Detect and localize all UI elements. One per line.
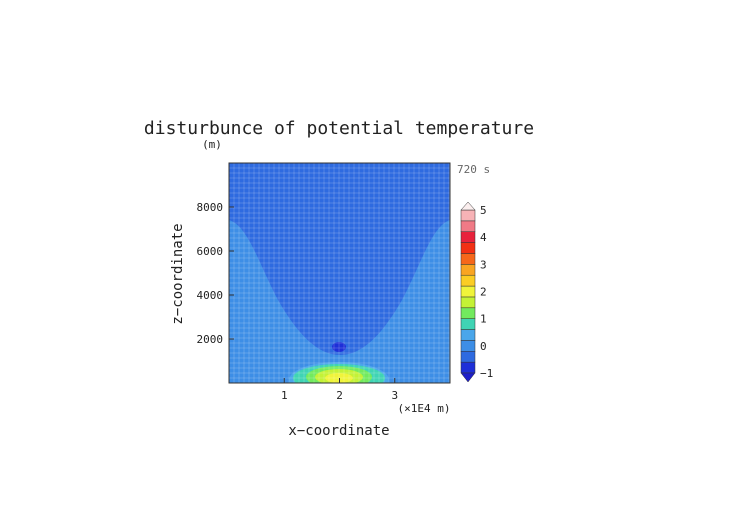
colorbar-over-triangle [460,201,476,211]
colorbar-swatch [460,209,476,222]
colorbar-swatch [460,274,476,287]
x-tick-label: 1 [281,389,288,402]
colorbar-tick-label: 2 [480,286,487,299]
grid-lines [229,163,450,383]
colorbar: −1 0 1 2 3 4 5 [460,201,493,383]
colorbar-swatch [460,351,476,363]
colorbar-swatch [460,296,476,309]
y-tick-label: 8000 [197,201,224,214]
contour-level-upper-lobe [324,203,354,273]
colorbar-tick-label: 5 [480,204,487,217]
y-unit-label: (m) [202,138,222,151]
y-tick-label: 6000 [197,245,224,258]
chart-title: disturbunce of potential temperature [144,118,534,139]
colorbar-swatch [460,318,476,330]
colorbar-tick-label: 3 [480,258,487,271]
colorbar-swatch [460,361,476,374]
y-tick-label: 2000 [197,333,224,346]
colorbar-swatch [460,307,476,319]
colorbar-swatch [460,329,476,341]
x-tick-label: 3 [391,389,398,402]
contour-level-cold-spot [332,342,346,352]
colorbar-swatch [460,242,476,254]
time-label: 720 s [457,163,490,176]
colorbar-tick-label: −1 [480,367,493,380]
x-tick-label: 2 [336,389,343,402]
colorbar-swatch [460,220,476,232]
y-axis: 2000 4000 6000 8000 [197,201,234,346]
colorbar-swatch [460,231,476,243]
colorbar-swatch [460,253,476,265]
colorbar-tick-label: 4 [480,231,487,244]
colorbar-swatch [460,264,476,276]
x-axis: 1 2 3 [281,378,398,402]
x-axis-label: x−coordinate [288,423,389,439]
y-axis-label: z−coordinate [170,223,186,324]
colorbar-tick-label: 1 [480,313,487,326]
colorbar-under-triangle [460,372,476,383]
y-tick-label: 4000 [197,289,224,302]
colorbar-swatch [460,340,476,352]
colorbar-tick-label: 0 [480,340,487,353]
plot-area [229,163,450,383]
x-unit-label: (×1E4 m) [398,402,451,415]
colorbar-swatch [460,285,476,298]
contour-level-band-zero [229,220,450,383]
